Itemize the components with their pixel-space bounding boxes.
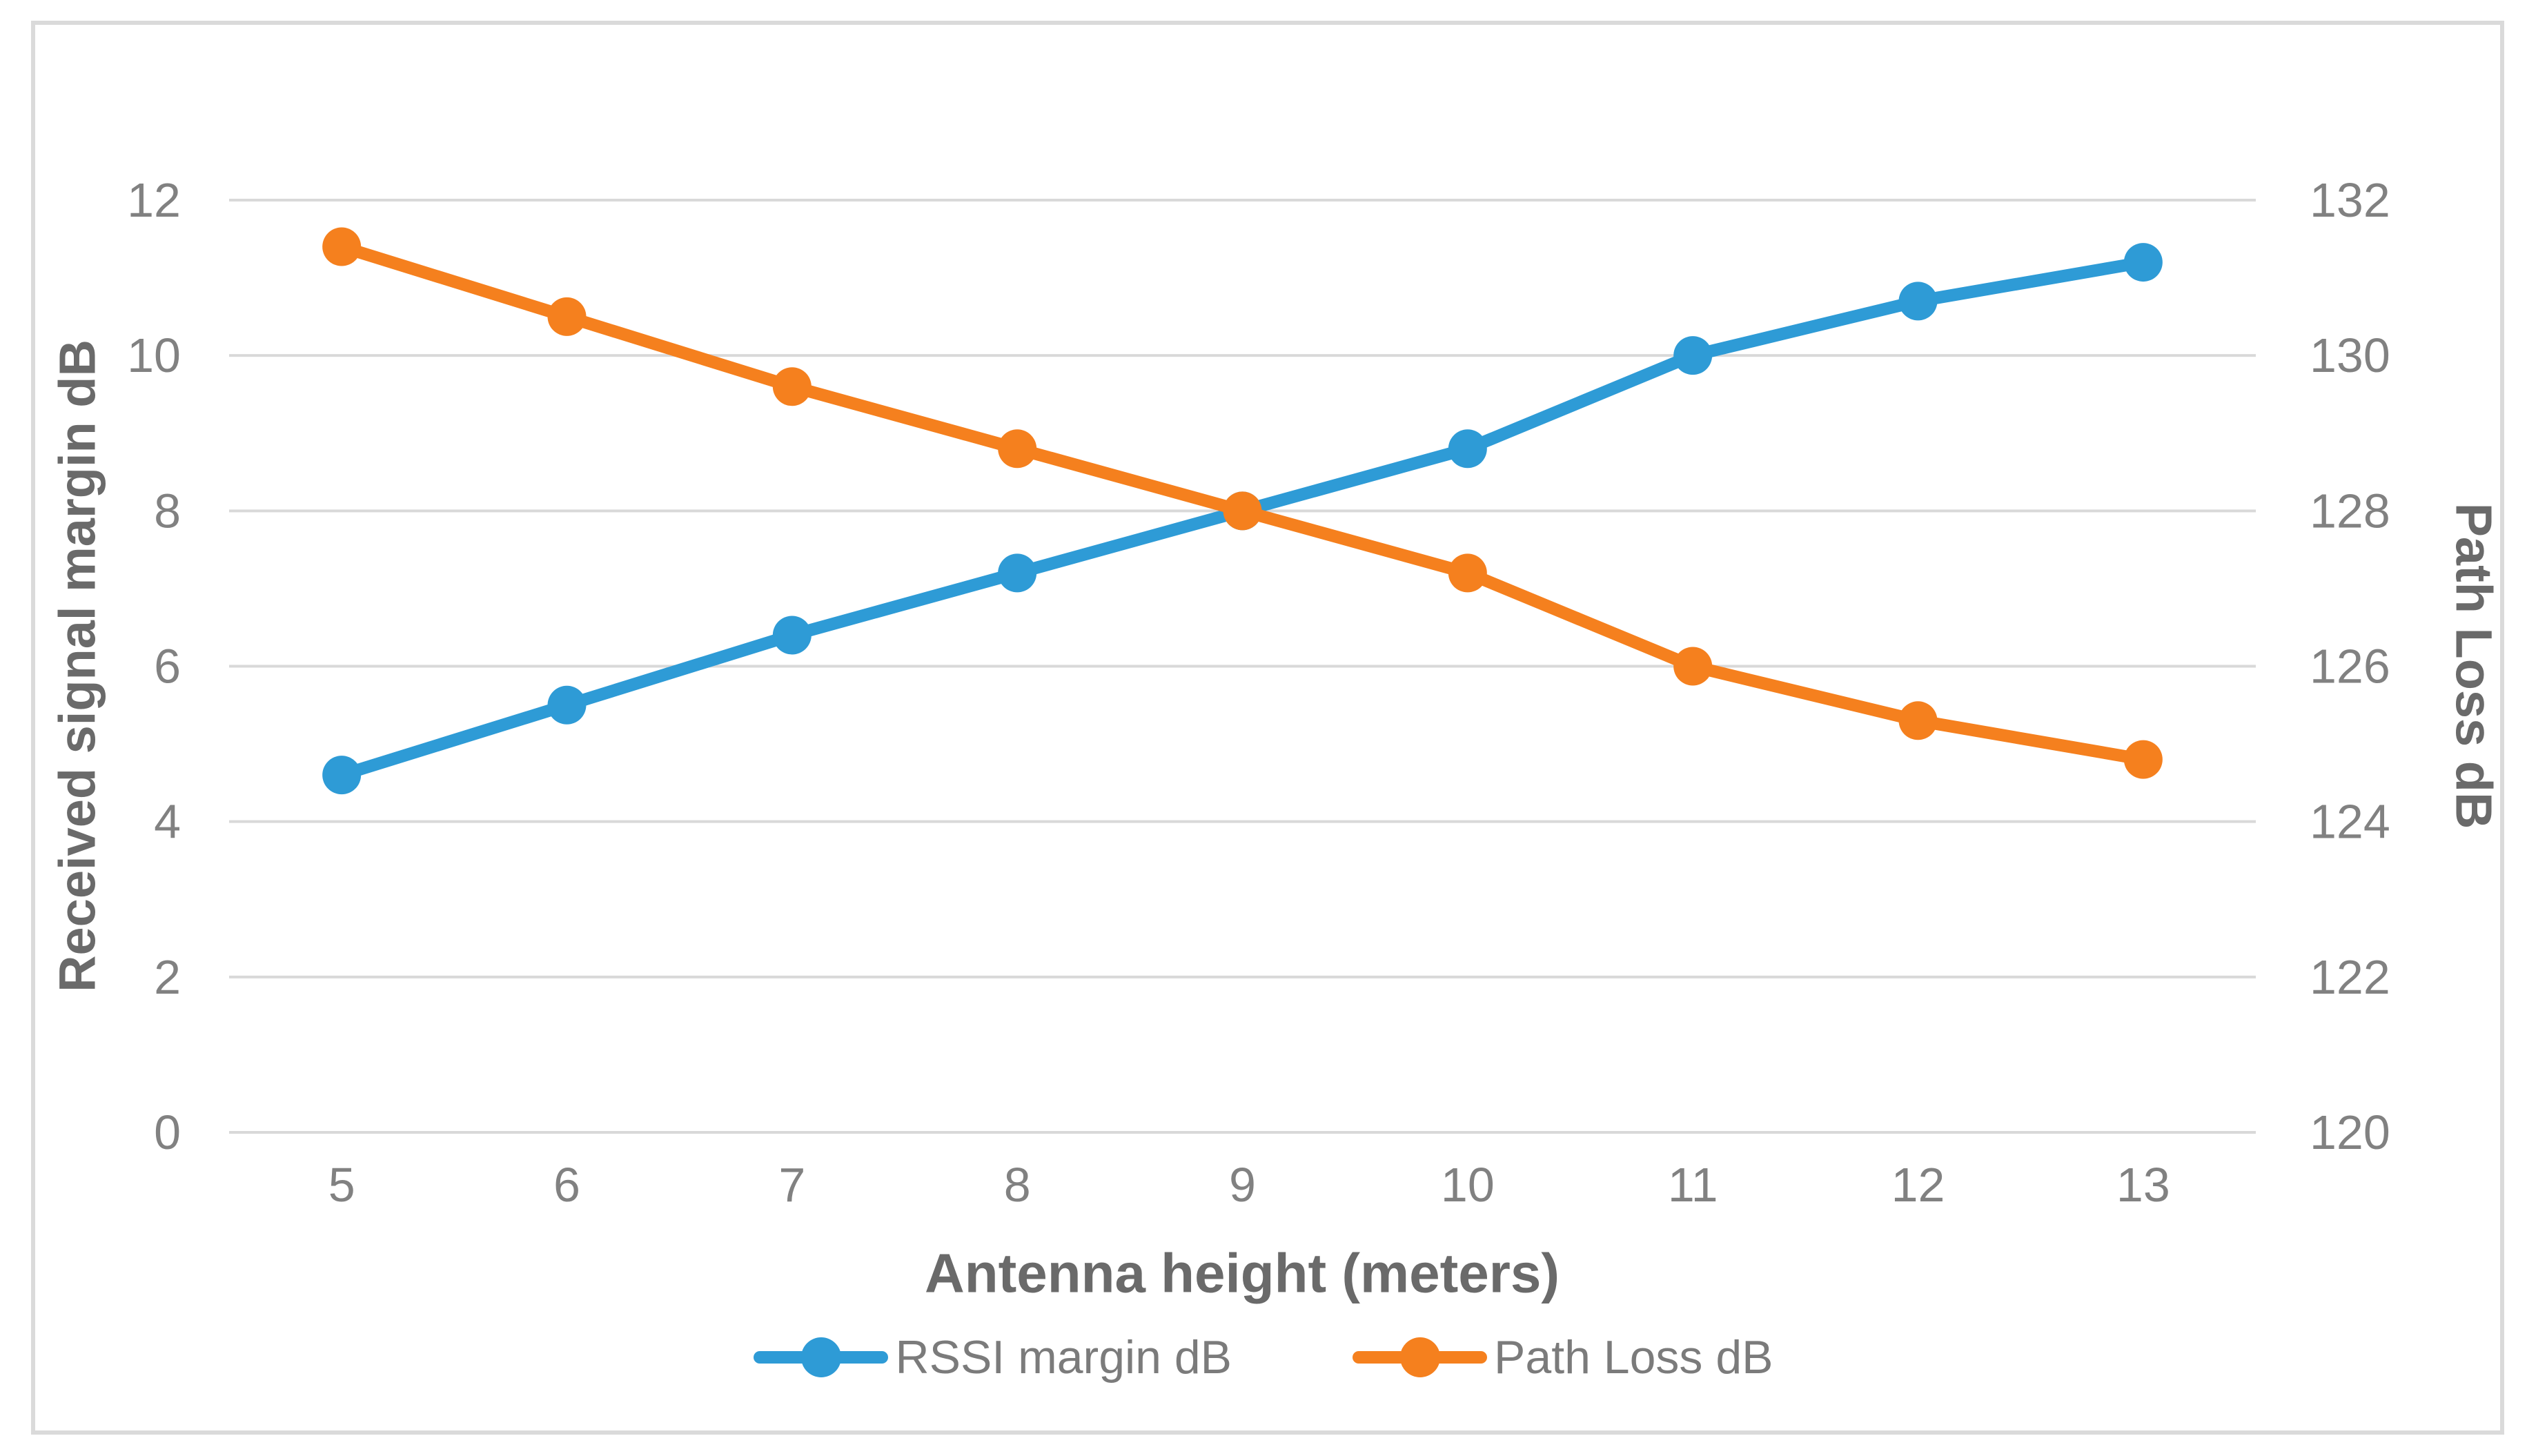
data-point-marker [547,685,587,725]
x-tick-label: 10 [1441,1158,1495,1212]
data-point-marker [1898,701,1938,740]
x-axis-tick-labels: 5 6 7 8 9 10 11 12 13 [328,1158,2170,1212]
left-tick-label: 6 [154,640,181,693]
x-tick-label: 5 [328,1158,355,1212]
data-point-marker [772,616,812,655]
left-tick-label: 4 [154,795,181,849]
data-point-marker [1448,429,1487,469]
right-tick-label: 122 [2310,950,2390,1004]
data-point-marker [1898,282,1938,321]
left-tick-label: 10 [127,328,181,382]
left-tick-label: 2 [154,950,181,1004]
gridlines [229,199,2256,1134]
chart-legend: RSSI margin dB Path Loss dB [0,1330,2527,1384]
x-axis-title: Antenna height (meters) [925,1243,1560,1304]
legend-label: RSSI margin dB [895,1331,1232,1384]
data-point-marker [2123,740,2163,779]
right-tick-label: 124 [2310,795,2390,849]
x-tick-label: 12 [1891,1158,1945,1212]
left-axis-tick-labels: 0 2 4 6 8 10 12 [127,173,181,1159]
right-axis-title: Path Loss dB [2446,503,2503,829]
legend-label: Path Loss dB [1494,1331,1773,1384]
right-tick-label: 128 [2310,484,2390,538]
right-tick-label: 126 [2310,640,2390,693]
data-point-marker [1673,336,1713,375]
x-tick-label: 7 [778,1158,805,1212]
x-tick-label: 8 [1004,1158,1031,1212]
right-tick-label: 132 [2310,173,2390,227]
data-point-marker [322,756,362,795]
legend-line-marker-icon [1353,1336,1488,1379]
x-tick-label: 6 [553,1158,580,1212]
series-lines [322,227,2163,795]
x-tick-label: 11 [1668,1158,1718,1212]
data-point-marker [1223,491,1262,531]
x-tick-label: 13 [2116,1158,2170,1212]
left-axis-title: Received signal margin dB [49,340,106,992]
left-tick-label: 8 [154,484,181,538]
data-point-marker [772,367,812,406]
legend-item-path-loss: Path Loss dB [1353,1330,1773,1384]
right-axis-tick-labels: 120 122 124 126 128 130 132 [2310,173,2390,1159]
data-point-marker [2123,243,2163,282]
data-point-marker [1673,647,1713,686]
data-point-marker [998,429,1037,469]
data-point-marker [1448,553,1487,593]
legend-dot [800,1337,841,1377]
data-point-marker [547,297,587,336]
legend-line-marker-icon [754,1336,889,1379]
left-tick-label: 12 [127,173,181,227]
legend-dot [1399,1337,1440,1377]
data-point-marker [322,227,362,266]
right-tick-label: 120 [2310,1105,2390,1159]
legend-item-rssi-margin: RSSI margin dB [754,1330,1232,1384]
data-point-marker [998,553,1037,593]
right-tick-label: 130 [2310,328,2390,382]
left-tick-label: 0 [154,1105,181,1159]
x-tick-label: 9 [1229,1158,1256,1212]
